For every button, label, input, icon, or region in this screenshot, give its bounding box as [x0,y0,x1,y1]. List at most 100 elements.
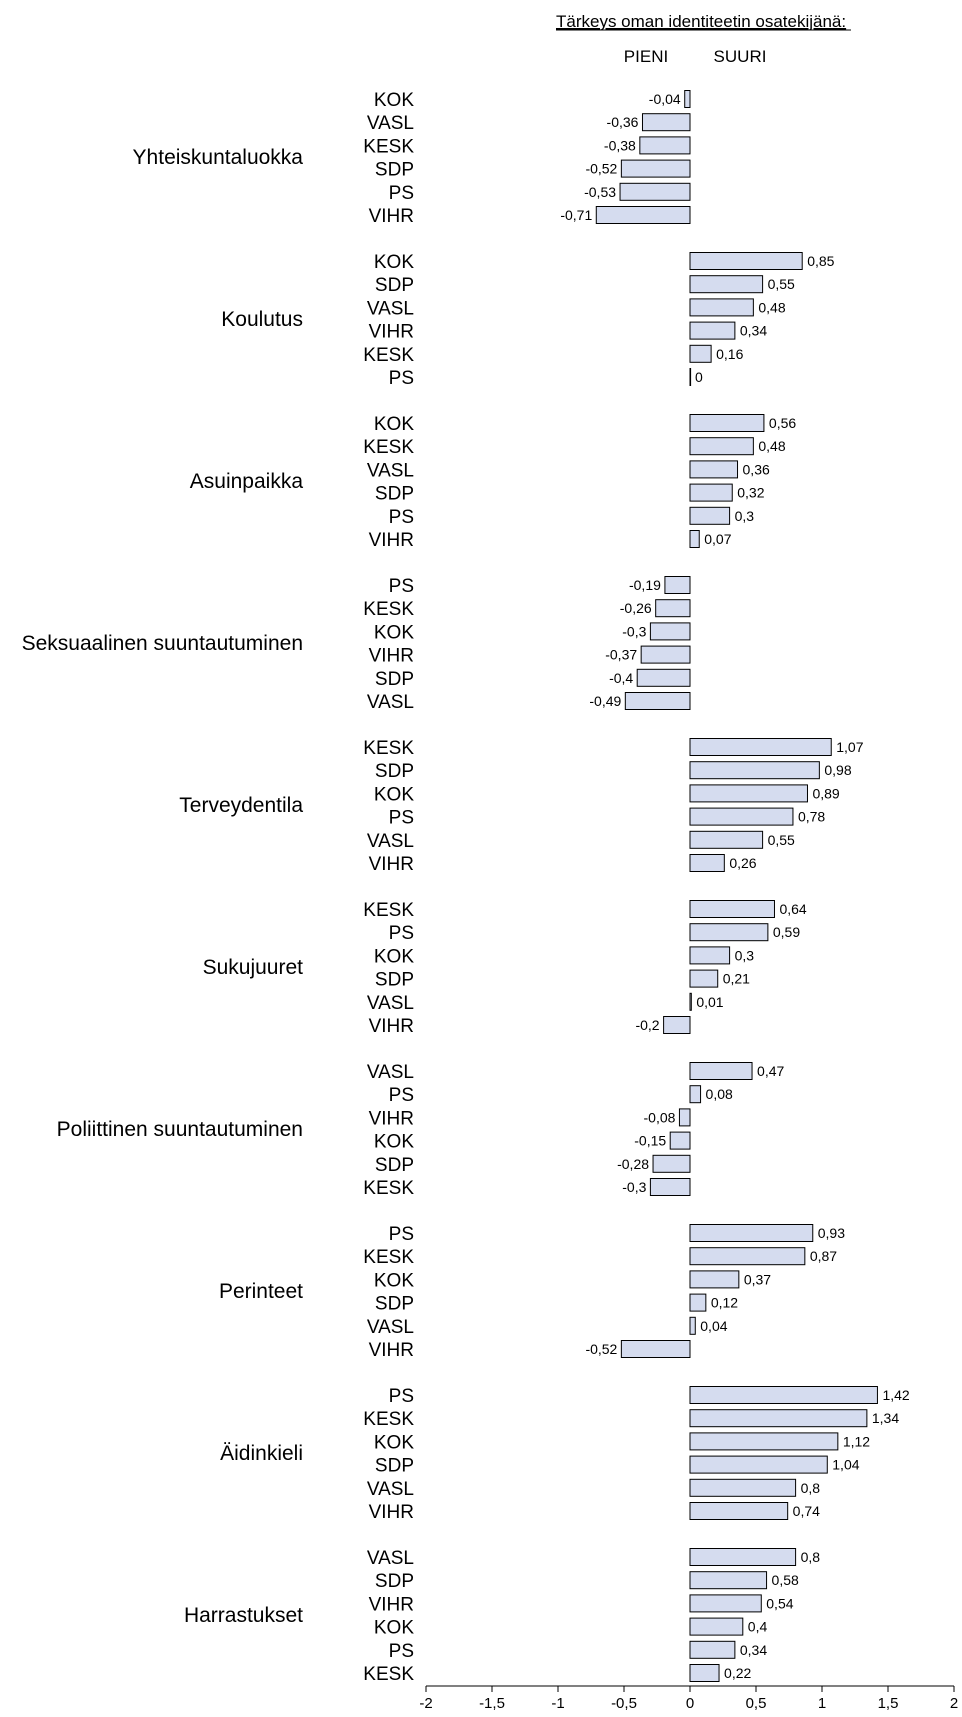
bar [689,298,754,317]
party-label: SDP [375,761,414,782]
value-label: -0,49 [589,693,621,709]
value-label: 0 [695,369,703,385]
party-label: SDP [375,1456,414,1477]
bar [678,1108,691,1127]
bar [689,992,692,1011]
party-label: KESK [363,1664,414,1685]
party-label: VASL [367,993,414,1014]
bar [689,969,719,988]
party-label: KESK [363,345,414,366]
value-label: -0,37 [605,647,637,663]
bar [619,182,691,201]
value-label: -0,04 [649,91,681,107]
party-label: SDP [375,484,414,505]
party-label: SDP [375,160,414,181]
value-label: 0,34 [740,1642,767,1658]
bar [689,1664,720,1682]
value-label: 0,87 [810,1248,837,1264]
bar [689,368,692,386]
value-label: 0,47 [757,1063,784,1079]
value-label: 0,07 [704,531,731,547]
bar [655,599,691,618]
value-label: 0,59 [773,924,800,940]
category-group: Yhteiskuntaluokka KOK -0,04 VASL -0,36 KESK -0… [133,90,691,227]
bar [689,900,775,918]
party-label: VIHR [369,646,414,667]
value-label: 0,85 [807,253,834,269]
value-label: -0,52 [585,1341,617,1357]
category-group: Perinteet PS 0,93 KESK 0,87 KOK 0,37 SDP 0,12 VAS… [219,1224,845,1361]
value-label: -0,28 [617,1156,649,1172]
party-label: PS [389,507,414,528]
value-label: 0,37 [744,1271,771,1287]
bar [689,854,725,872]
bar [689,1293,707,1312]
category-label: Perinteet [219,1280,303,1303]
value-label: -0,38 [604,137,636,153]
category-label: Seksuaalinen suuntautuminen [22,632,303,655]
party-label: VASL [367,692,414,713]
value-label: 0,01 [696,994,723,1010]
value-label: 0,89 [812,785,839,801]
category-label: Koulutus [221,308,303,331]
bar [689,1478,797,1497]
value-label: 0,48 [758,438,785,454]
x-tick-label: -1,5 [479,1695,505,1712]
bar [689,460,739,479]
bar [689,1062,753,1080]
bar [689,1640,736,1659]
bar [689,1594,762,1613]
value-label: 0,55 [768,832,795,848]
party-label: VASL [367,1317,414,1338]
bar [689,923,769,942]
value-label: 0,36 [743,461,770,477]
value-label: 0,78 [798,809,825,825]
bar [649,622,691,641]
bar [689,1548,797,1566]
bar [689,1085,702,1104]
value-label: 0,21 [723,971,750,987]
value-label: -0,3 [622,623,646,639]
value-label: 0,55 [768,276,795,292]
category-group: Asuinpaikka KOK 0,56 KESK 0,48 VASL 0,36 SDP 0,3… [190,414,796,551]
party-label: VASL [367,1062,414,1083]
value-label: 0,26 [729,855,756,871]
party-label: VIHR [369,1502,414,1523]
party-label: PS [389,808,414,829]
party-label: KOK [374,414,414,435]
value-label: -0,3 [622,1179,646,1195]
bar [689,252,803,270]
bar [689,946,731,965]
category-group: Harrastukset VASL 0,8 SDP 0,58 VIHR 0,54 KOK 0,4… [184,1548,820,1685]
bar [689,530,700,548]
bar [689,321,736,340]
value-label: 0,34 [740,323,767,339]
party-label: VASL [367,460,414,481]
party-label: KESK [363,599,414,620]
category-label: Yhteiskuntaluokka [133,146,304,169]
party-label: KESK [363,1409,414,1430]
party-label: KESK [363,437,414,458]
bar [684,90,691,108]
party-label: SDP [375,669,414,690]
category-label: Terveydentila [179,794,303,817]
party-label: SDP [375,970,414,991]
x-tick-label: 0 [686,1695,694,1712]
bar [649,1178,691,1196]
bar [689,1571,768,1590]
high-importance-label: SUURI [714,47,767,66]
value-label: 0,58 [772,1572,799,1588]
category-group: Poliittinen suuntautuminen VASL 0,47 PS 0,08… [57,1062,785,1199]
value-label: 0,16 [716,346,743,362]
party-label: VIHR [369,1340,414,1361]
party-label: PS [389,183,414,204]
bar [641,113,691,132]
bar [689,1617,744,1636]
bar [663,1016,691,1034]
bar [636,668,691,687]
bar [689,1224,814,1242]
value-label: 0,8 [801,1480,821,1496]
category-group: Seksuaalinen suuntautuminen PS -0,19 KESK -0… [22,576,691,713]
value-label: 0,48 [758,299,785,315]
